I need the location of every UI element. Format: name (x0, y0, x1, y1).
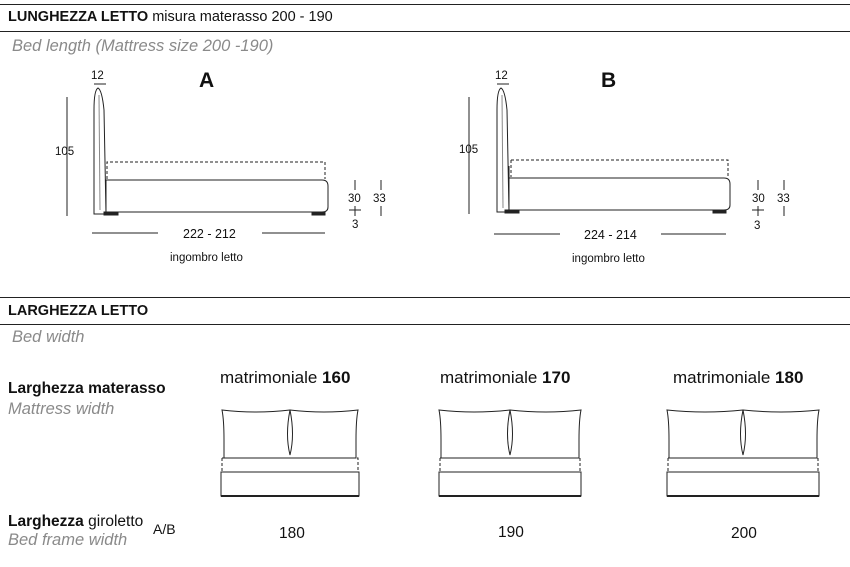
top-rule (0, 4, 850, 5)
diagram-b-base (508, 177, 731, 211)
length-section-subtitle: Bed length (Mattress size 200 -190) (12, 37, 274, 55)
diagram-b-letter: B (601, 69, 617, 92)
diagram-b-overall-length: 224 - 214 (584, 228, 637, 242)
frame-width-label-suffix: A/B (153, 521, 176, 537)
front-170-mattress (440, 457, 581, 472)
length-title-bold: LUNGHEZZA LETTO (8, 9, 149, 25)
width-section-subtitle: Bed width (12, 328, 85, 346)
mattress-width-label-en: Mattress width (8, 400, 115, 418)
diagram-b-foot-height: 3 (754, 220, 761, 232)
column-head-180: matrimoniale 180 (673, 368, 803, 388)
diagram-a-letter: A (199, 69, 215, 92)
front-170-headboard (438, 409, 582, 459)
width-title-rule (0, 324, 850, 325)
diagram-a-overall-length: 222 - 212 (183, 227, 236, 241)
length-section-title: LUNGHEZZA LETTO misura materasso 200 - 1… (8, 9, 333, 25)
width-top-rule (0, 297, 850, 298)
column-head-170-name: matrimoniale (440, 368, 538, 387)
diagram-a-caption: ingombro letto (170, 252, 243, 264)
diagram-a-foot-height: 3 (352, 219, 359, 231)
diagram-b-foot-right (712, 209, 727, 214)
column-head-160-name: matrimoniale (220, 368, 318, 387)
frame-width-180: 180 (279, 525, 305, 542)
frame-width-label-bold: Larghezza (8, 513, 84, 530)
frame-width-190: 190 (498, 524, 524, 541)
column-head-170-size: 170 (542, 368, 571, 387)
diagram-b-total-height: 33 (777, 193, 790, 205)
frame-width-label: Larghezza giroletto (8, 513, 143, 531)
bed-side-view-b (468, 83, 785, 235)
width-section-title: LARGHEZZA LETTO (8, 303, 149, 319)
front-170-cushion-split (507, 409, 513, 456)
front-180-cushion-split (740, 409, 746, 456)
frame-width-label-rest: giroletto (88, 513, 144, 530)
diagram-a-foot-right (311, 211, 326, 216)
front-180-headboard (666, 409, 820, 459)
front-180-base (666, 471, 820, 497)
column-head-160: matrimoniale 160 (220, 368, 350, 388)
front-160-cushion-split (287, 409, 293, 456)
bed-front-view-160 (220, 409, 360, 497)
diagram-b-headboard (496, 87, 510, 213)
diagram-a-height: 105 (55, 146, 75, 158)
length-title-rule (0, 31, 850, 32)
front-160-base (220, 471, 360, 497)
diagram-b-headboard-seam (501, 94, 504, 209)
diagram-b-caption: ingombro letto (572, 253, 645, 265)
diagram-b-base-height: 30 (752, 193, 765, 205)
bed-front-view-180 (666, 409, 820, 497)
front-160-mattress (222, 457, 359, 472)
column-head-160-size: 160 (322, 368, 351, 387)
mattress-width-label: Larghezza materasso (8, 380, 166, 397)
diagram-a-total-height: 33 (373, 193, 386, 205)
column-head-180-name: matrimoniale (673, 368, 771, 387)
column-head-170: matrimoniale 170 (440, 368, 570, 388)
front-180-mattress (668, 457, 819, 472)
length-title-rest: misura materasso 200 - 190 (152, 9, 333, 25)
diagram-a-base (105, 179, 329, 213)
diagram-b-mattress (511, 159, 729, 177)
frame-width-label-en: Bed frame width (8, 531, 128, 549)
diagram-a-headboard-thickness: 12 (91, 70, 104, 82)
front-160-headboard (221, 409, 359, 459)
diagram-a-headboard (93, 87, 107, 215)
diagram-a-foot-left (103, 211, 119, 216)
diagram-a-headboard-seam (98, 94, 101, 211)
diagram-b-headboard-thickness: 12 (495, 70, 508, 82)
bed-front-view-170 (438, 409, 582, 497)
front-170-base (438, 471, 582, 497)
frame-width-200: 200 (731, 525, 757, 542)
diagram-a-base-height: 30 (348, 193, 361, 205)
bed-side-view-a (66, 83, 382, 234)
diagram-a-mattress (106, 161, 326, 179)
diagram-b-foot-left (504, 209, 520, 214)
column-head-180-size: 180 (775, 368, 804, 387)
